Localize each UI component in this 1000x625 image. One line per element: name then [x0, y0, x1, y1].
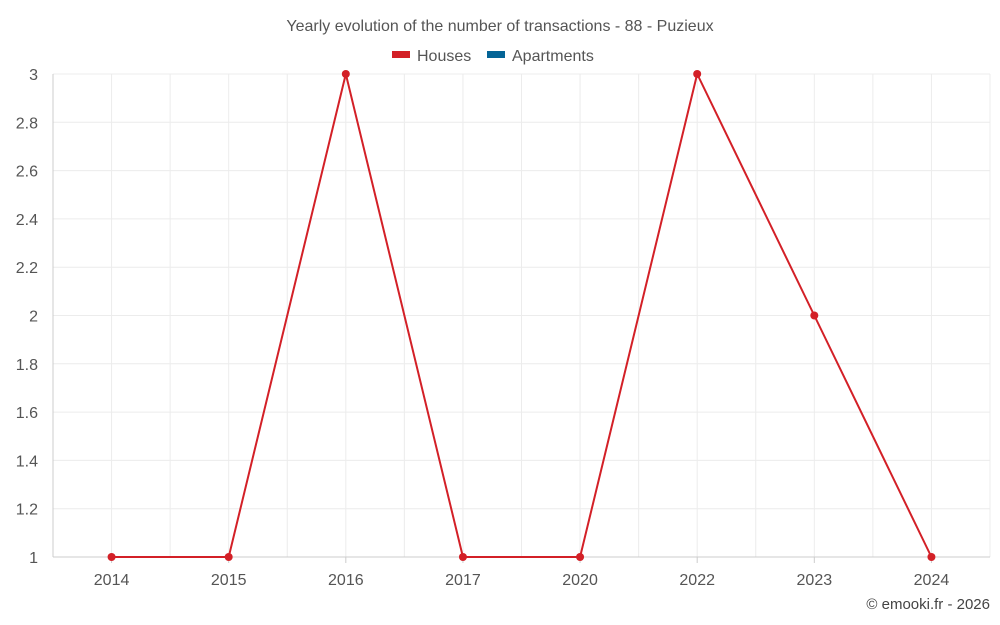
- x-axis: 2014 2015 2016 2017 2020 2022 2023 2024: [53, 556, 990, 589]
- y-tick-label: 1: [29, 550, 38, 567]
- legend-label-apartments[interactable]: Apartments: [512, 48, 594, 65]
- data-point-houses[interactable]: [576, 553, 585, 561]
- y-tick-label: 2: [29, 309, 38, 326]
- grid: [52, 73, 991, 557]
- y-axis: 1 1.2 1.4 1.6 1.8 2 2.2 2.4 2.6 2.8 3: [16, 67, 54, 567]
- data-point-houses[interactable]: [341, 70, 350, 78]
- x-tick-label: 2022: [679, 572, 715, 589]
- y-tick-label: 2.2: [16, 260, 38, 277]
- data-point-houses[interactable]: [693, 70, 702, 78]
- y-tick-label: 1.6: [16, 405, 38, 422]
- chart-title: Yearly evolution of the number of transa…: [286, 18, 713, 35]
- legend-swatch-apartments: [487, 51, 505, 58]
- y-tick-label: 1.4: [16, 453, 38, 470]
- x-tick-label: 2024: [914, 572, 950, 589]
- data-point-houses[interactable]: [810, 311, 819, 320]
- y-tick-label: 2.6: [16, 164, 38, 181]
- legend-label-houses[interactable]: Houses: [417, 48, 471, 65]
- y-tick-label: 2.4: [16, 212, 38, 229]
- x-tick-label: 2017: [445, 572, 481, 589]
- credit-text: © emooki.fr - 2026: [866, 596, 990, 613]
- y-tick-label: 2.8: [16, 115, 38, 132]
- data-point-houses[interactable]: [458, 553, 467, 561]
- x-tick-label: 2015: [211, 572, 247, 589]
- x-tick-label: 2020: [562, 572, 598, 589]
- series-line-houses: [111, 73, 933, 558]
- legend-swatch-houses: [392, 51, 410, 58]
- y-tick-label: 1.8: [16, 357, 38, 374]
- legend: Houses Apartments: [392, 48, 594, 65]
- y-tick-label: 3: [29, 67, 38, 84]
- y-tick-label: 1.2: [16, 502, 38, 519]
- data-point-houses[interactable]: [224, 553, 233, 561]
- data-point-houses[interactable]: [927, 553, 936, 561]
- series-layer: [107, 70, 936, 561]
- x-tick-label: 2016: [328, 572, 364, 589]
- data-point-houses[interactable]: [107, 553, 116, 561]
- x-tick-label: 2014: [94, 572, 130, 589]
- x-tick-label: 2023: [797, 572, 833, 589]
